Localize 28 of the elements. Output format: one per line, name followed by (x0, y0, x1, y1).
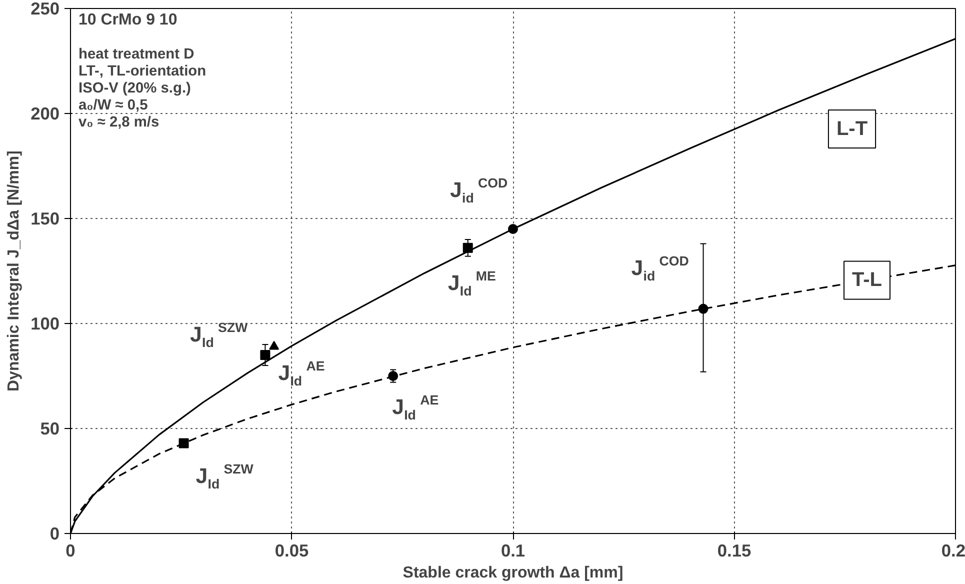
annotation: T-L (852, 269, 882, 292)
y-tick-label: 150 (30, 208, 60, 228)
point (508, 224, 518, 234)
point (178, 438, 189, 448)
y-tick-label: 100 (30, 314, 60, 334)
y-axis-title: Dynamic Integral J_dΔa [N/mm] (6, 150, 23, 392)
point (269, 340, 280, 350)
x-axis-title: Stable crack growth Δa [mm] (402, 564, 624, 582)
point (698, 304, 708, 314)
annotation: L-T (836, 118, 868, 140)
point (260, 350, 270, 360)
x-tick-label: 0.2 (941, 540, 965, 560)
y-tick-label: 200 (30, 104, 60, 124)
y-tick-label: 50 (40, 418, 60, 438)
annotation: ISO-V (20% s.g.) (78, 80, 192, 96)
point (388, 371, 398, 381)
annotation: a₀/W ≈ 0,5 (78, 98, 148, 114)
annotation: 10 CrMo 9 10 (78, 12, 178, 28)
y-tick-label: 250 (30, 0, 60, 18)
annotation: heat treatment D (78, 46, 194, 62)
annotation: LT-, TL-orientation (78, 64, 206, 80)
x-tick-label: 0.15 (717, 540, 752, 560)
y-tick-label: 0 (50, 524, 60, 544)
annotation: v₀ ≈ 2,8 m/s (78, 114, 160, 130)
x-tick-label: 0.05 (274, 540, 309, 560)
x-tick-label: 0 (66, 540, 76, 560)
point (462, 242, 473, 253)
x-tick-label: 0.1 (500, 540, 526, 560)
